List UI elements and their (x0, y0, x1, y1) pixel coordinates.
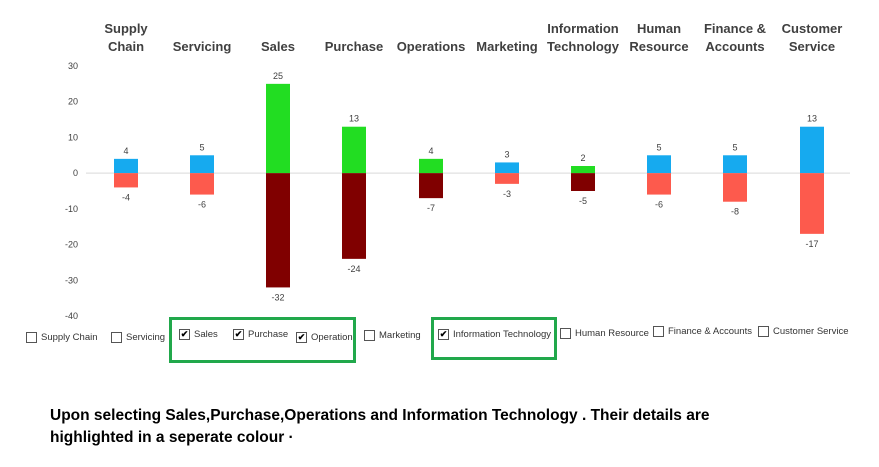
checkbox-customer-service[interactable]: Customer Service (758, 326, 849, 337)
negative-data-label: -6 (655, 200, 663, 210)
bar-chart: 30 20 10 0 -10 -20 -30 -40 Supply Chain 4 -4 Servici… (65, 21, 850, 320)
checkmark-icon[interactable]: ✔ (233, 329, 244, 340)
category-label: Service (789, 39, 835, 54)
checkbox-sales[interactable]: ✔ Sales (179, 329, 218, 340)
positive-bar (419, 158, 443, 174)
y-tick-label: 30 (68, 61, 78, 71)
checkbox-empty-icon[interactable] (364, 330, 375, 341)
checkbox-empty-icon[interactable] (26, 332, 37, 343)
checkmark-icon[interactable]: ✔ (296, 332, 307, 343)
checkbox-label: Operation (311, 332, 353, 343)
negative-bar (647, 173, 671, 195)
y-tick-label: 20 (68, 97, 78, 107)
negative-data-label: -17 (805, 239, 818, 249)
y-tick-label: -30 (65, 275, 78, 285)
checkbox-label: Sales (194, 329, 218, 340)
y-tick-label: -10 (65, 204, 78, 214)
negative-bar (190, 173, 214, 195)
highlight-box-information-technology (431, 317, 557, 360)
positive-bar (342, 126, 366, 174)
positive-data-label: 4 (123, 146, 128, 156)
category-label: Marketing (476, 39, 537, 54)
checkbox-operation[interactable]: ✔ Operation (296, 332, 353, 343)
checkbox-label: Supply Chain (41, 332, 98, 343)
category-label: Chain (108, 39, 144, 54)
checkbox-empty-icon[interactable] (653, 326, 664, 337)
negative-data-label: -3 (503, 189, 511, 199)
negative-data-label: -24 (347, 264, 360, 274)
checkbox-servicing[interactable]: Servicing (111, 332, 165, 343)
category-label: Human (637, 21, 681, 36)
positive-bar (647, 155, 671, 174)
negative-bar (495, 173, 519, 184)
positive-bar (723, 155, 747, 174)
caption-text: Upon selecting Sales,Purchase,Operations… (50, 405, 850, 449)
positive-bar (800, 126, 824, 174)
category-label: Supply (104, 21, 148, 36)
positive-data-label: 4 (428, 146, 433, 156)
positive-bar (114, 158, 138, 174)
checkbox-supply-chain[interactable]: Supply Chain (26, 332, 98, 343)
positive-data-label: 5 (656, 142, 661, 152)
highlight-box-sales-purchase-operation (169, 317, 356, 363)
category-label: Resource (629, 39, 688, 54)
negative-data-label: -7 (427, 203, 435, 213)
category-label: Technology (547, 39, 620, 54)
checkbox-empty-icon[interactable] (758, 326, 769, 337)
checkbox-label: Marketing (379, 330, 421, 341)
y-tick-label: -40 (65, 311, 78, 320)
checkbox-label: Customer Service (773, 326, 849, 337)
negative-bar (723, 173, 747, 202)
positive-bar (495, 162, 519, 174)
negative-bar (419, 173, 443, 199)
checkbox-label: Purchase (248, 329, 289, 340)
positive-data-label: 13 (349, 114, 359, 124)
negative-bar (342, 173, 366, 259)
negative-data-label: -32 (271, 292, 284, 302)
category-label: Sales (261, 39, 295, 54)
caption-line-2: highlighted in a seperate colour · (50, 429, 294, 446)
negative-bar (800, 173, 824, 234)
y-tick-label: 10 (68, 132, 78, 142)
negative-data-label: -4 (122, 192, 130, 202)
category-label: Accounts (705, 39, 764, 54)
category-label: Customer (782, 21, 843, 36)
positive-data-label: 3 (504, 149, 509, 159)
positive-data-label: 5 (199, 142, 204, 152)
checkbox-purchase[interactable]: ✔ Purchase (233, 329, 288, 340)
y-tick-label: -20 (65, 240, 78, 250)
negative-data-label: -8 (731, 207, 739, 217)
positive-data-label: 5 (732, 142, 737, 152)
negative-data-label: -6 (198, 200, 206, 210)
checkmark-icon[interactable]: ✔ (179, 329, 190, 340)
negative-data-label: -5 (579, 196, 587, 206)
checkmark-icon[interactable]: ✔ (438, 329, 449, 340)
checkbox-human-resource[interactable]: Human Resource (560, 328, 649, 339)
checkbox-empty-icon[interactable] (560, 328, 571, 339)
negative-bar (571, 173, 595, 191)
positive-bar (266, 83, 290, 174)
positive-bar (190, 155, 214, 174)
positive-data-label: 13 (807, 114, 817, 124)
negative-bar (114, 173, 138, 188)
checkbox-empty-icon[interactable] (111, 332, 122, 343)
checkbox-label: Information Technology (453, 329, 552, 340)
category-label: Purchase (325, 39, 384, 54)
category-label: Information (547, 21, 619, 36)
caption-line-1: Upon selecting Sales,Purchase,Operations… (50, 407, 710, 424)
positive-data-label: 25 (273, 71, 283, 81)
category-label: Servicing (173, 39, 232, 54)
checkbox-marketing[interactable]: Marketing (364, 330, 421, 341)
positive-data-label: 2 (580, 153, 585, 163)
checkbox-label: Servicing (126, 332, 166, 343)
category-label: Operations (397, 39, 466, 54)
y-tick-label: 0 (73, 168, 78, 178)
checkbox-finance-accounts[interactable]: Finance & Accounts (653, 326, 752, 337)
negative-bar (266, 173, 290, 288)
checkbox-label: Human Resource (575, 328, 649, 339)
checkbox-information-technology[interactable]: ✔ Information Technology (438, 329, 551, 340)
category-label: Finance & (704, 21, 766, 36)
checkbox-label: Finance & Accounts (668, 326, 752, 337)
positive-bar (571, 166, 595, 174)
